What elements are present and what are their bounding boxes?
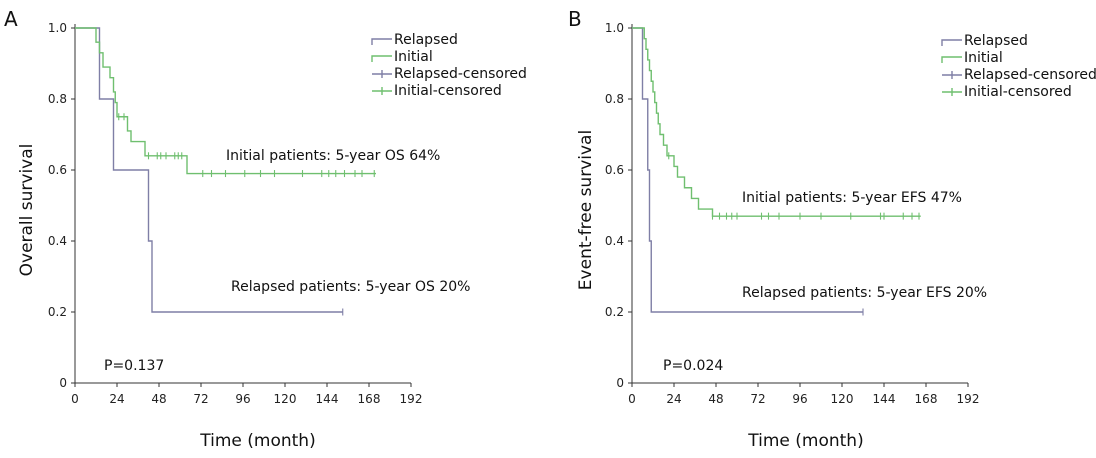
annotation-initial: Initial patients: 5-year OS 64% [226,148,440,164]
legend-label-relapsed-censored: Relapsed-censored [964,67,1096,83]
survival-curve-initial [632,27,921,217]
chart-panel-b: 0 24 48 72 96 120 144 168 192 0 0.2 0.4 0.6 0.8 1.0 B … [560,0,1096,458]
x-tick-label: 192 [400,392,423,406]
panel-label: A [4,7,18,31]
x-tick-label: 168 [358,392,381,406]
y-tick-label: 0.4 [605,234,624,248]
legend-item-relapsed-censored: Relapsed-censored [372,66,527,82]
x-tick-label: 24 [666,392,681,406]
legend-item-relapsed: Relapsed [371,32,458,48]
legend-swatch-relapsed [941,39,962,46]
series-initial [75,27,376,178]
x-axis-title: Time (month) [747,431,863,451]
legend-label-initial: Initial [394,49,433,65]
x-tick-label: 120 [274,392,297,406]
x-tick-label: 144 [873,392,896,406]
y-axis-title: Event-free survival [576,130,596,290]
legend-item-initial-censored: Initial-censored [942,84,1072,100]
legend-swatch-relapsed [371,38,392,45]
x-tick-label: 96 [792,392,807,406]
legend: Relapsed Initial Relapsed-censored Initi… [941,33,1096,100]
y-tick-label: 1.0 [48,21,67,35]
axes: 0 24 48 72 96 120 144 168 192 0 0.2 0.4 0.6 0.8 1.0 [605,21,980,406]
legend-label-initial-censored: Initial-censored [394,83,502,99]
x-tick-label: 0 [628,392,636,406]
x-tick-label: 192 [957,392,980,406]
legend-label-relapsed: Relapsed [394,32,458,48]
annotation-relapsed: Relapsed patients: 5-year OS 20% [231,279,470,295]
x-tick-label: 72 [193,392,208,406]
panel-label: B [568,7,582,31]
annotation-initial: Initial patients: 5-year EFS 47% [742,190,962,206]
legend-swatch-initial-censored [942,88,962,96]
axes: 0 24 48 72 96 120 144 168 192 0 0.2 0.4 0.6 0.8 1.0 [48,21,423,406]
legend-label-relapsed: Relapsed [964,33,1028,49]
legend-item-initial: Initial [371,49,433,65]
x-axis-title: Time (month) [199,431,315,451]
x-tick-label: 120 [831,392,854,406]
legend-item-relapsed-censored: Relapsed-censored [942,67,1096,83]
legend-swatch-relapsed-censored [942,71,962,79]
y-tick-label: 0.6 [605,163,624,177]
legend-swatch-relapsed-censored [372,70,392,78]
legend-label-initial-censored: Initial-censored [964,84,1072,100]
x-tick-label: 168 [915,392,938,406]
x-tick-label: 24 [109,392,124,406]
annotation-relapsed: Relapsed patients: 5-year EFS 20% [742,285,987,301]
survival-curve-relapsed [632,27,863,313]
survival-curve-initial [75,27,376,175]
series-relapsed [75,27,344,316]
legend-item-relapsed: Relapsed [941,33,1028,49]
y-tick-label: 0.8 [48,92,67,106]
y-axis-title: Overall survival [17,144,37,277]
y-tick-label: 0.8 [605,92,624,106]
p-value: P=0.024 [663,358,723,374]
x-tick-label: 144 [316,392,339,406]
y-tick-label: 0 [616,376,624,390]
legend-swatch-initial [941,56,962,63]
x-tick-label: 96 [235,392,250,406]
legend-item-initial-censored: Initial-censored [372,83,502,99]
y-tick-label: 0.6 [48,163,67,177]
x-tick-label: 72 [750,392,765,406]
y-tick-label: 1.0 [605,21,624,35]
y-tick-label: 0.2 [605,305,624,319]
x-tick-label: 48 [708,392,723,406]
legend-label-relapsed-censored: Relapsed-censored [394,66,527,82]
y-tick-label: 0.4 [48,234,67,248]
legend: Relapsed Initial Relapsed-censored Initi… [371,32,527,99]
legend-label-initial: Initial [964,50,1003,66]
series-initial [632,27,921,220]
y-tick-label: 0 [59,376,67,390]
x-tick-label: 0 [71,392,79,406]
series-relapsed [632,27,864,316]
p-value: P=0.137 [104,358,164,374]
x-tick-label: 48 [151,392,166,406]
legend-swatch-initial-censored [372,87,392,95]
legend-swatch-initial [371,55,392,62]
chart-panel-a: 0 24 48 72 96 120 144 168 192 0 0.2 0.4 0.6 0.8 1.0 A … [4,7,527,451]
y-tick-label: 0.2 [48,305,67,319]
survival-curve-relapsed [75,27,343,313]
legend-item-initial: Initial [941,50,1003,66]
